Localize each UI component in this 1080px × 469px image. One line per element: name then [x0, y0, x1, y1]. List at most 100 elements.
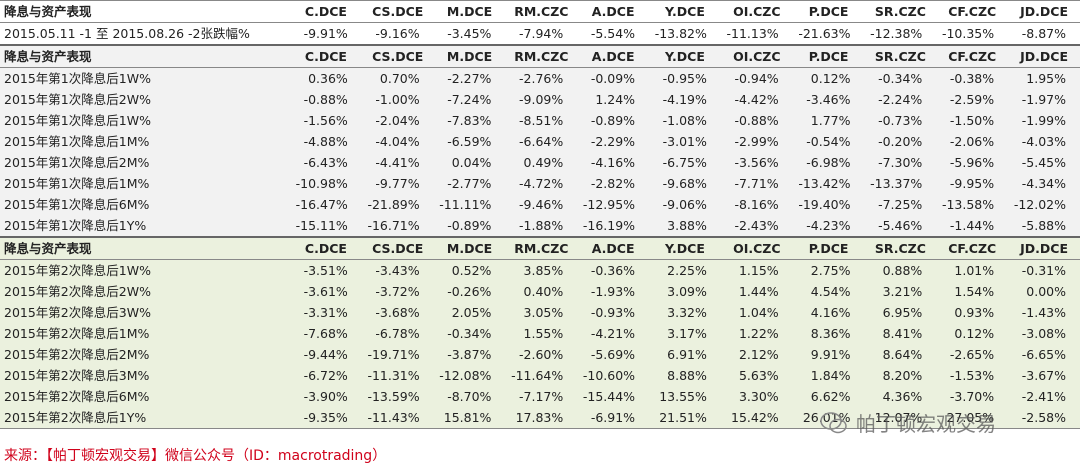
value-cell: -13.58% [941, 197, 995, 212]
header-cell: Y.DCE [665, 4, 705, 19]
value-cell: -5.69% [590, 347, 636, 362]
value-cell: 17.83% [515, 410, 564, 425]
value-cell: -1.56% [303, 113, 348, 128]
value-cell: -7.30% [878, 155, 923, 170]
value-cell: -10.98% [295, 176, 348, 191]
data-row: 2015年第2次降息后1Y% -9.35% -11.43% 15.81% 17.83% -… [0, 407, 1080, 429]
value-cell: -0.20% [878, 134, 923, 149]
row-label: 2015年第2次降息后1M% [4, 326, 150, 341]
value-cell: 27.05% [946, 410, 995, 425]
value-cell: -9.46% [519, 197, 564, 212]
value-cell: -2.29% [590, 134, 636, 149]
value-cell: -7.83% [447, 113, 492, 128]
value-cell: -2.59% [949, 92, 995, 107]
value-cell: 3.09% [667, 284, 707, 299]
data-row: 2015年第2次降息后2W% -3.61% -3.72% -0.26% 0.40% -1.… [0, 281, 1080, 302]
value-cell: -4.34% [1021, 176, 1066, 191]
value-cell: 0.40% [523, 284, 564, 299]
value-cell: -21.63% [798, 26, 851, 41]
value-cell: -2.41% [1021, 389, 1066, 404]
value-cell: -1.43% [1021, 305, 1066, 320]
source-note: 来源：【帕丁顿宏观交易】微信公众号（ID：macrotrading） [4, 448, 387, 464]
row-label: 2015年第2次降息后2W% [4, 284, 151, 299]
header-cell: P.DCE [808, 49, 849, 64]
value-cell: -0.73% [878, 113, 923, 128]
value-cell: 15.42% [731, 410, 779, 425]
row-label: 2015年第2次降息后1Y% [4, 410, 147, 425]
value-cell: -8.16% [734, 197, 779, 212]
value-cell: -4.72% [519, 176, 564, 191]
value-cell: -3.56% [734, 155, 779, 170]
row-label: 2015年第1次降息后1W% [4, 71, 151, 86]
value-cell: 8.36% [810, 326, 851, 341]
value-cell: -0.09% [590, 71, 636, 86]
value-cell: -19.40% [798, 197, 851, 212]
value-cell: 2.12% [738, 347, 779, 362]
value-cell: 3.17% [667, 326, 707, 341]
value-cell: 26.01% [802, 410, 851, 425]
value-cell: -13.42% [798, 176, 851, 191]
data-row: 2015.05.11 -1 至 2015.08.26 -2张跌幅% -9.91% -… [0, 23, 1080, 46]
value-cell: 2.25% [667, 263, 707, 278]
value-cell: -7.71% [734, 176, 779, 191]
value-cell: 0.93% [954, 305, 995, 320]
watermark-text: 帕丁顿宏观交易 [856, 412, 996, 436]
value-cell: -3.90% [303, 389, 348, 404]
value-cell: -15.44% [582, 389, 636, 404]
value-cell: 21.51% [659, 410, 707, 425]
header-cell: JD.DCE [1020, 241, 1068, 256]
value-cell: 0.04% [451, 155, 492, 170]
value-cell: 8.20% [882, 368, 923, 383]
header-cell: OI.CZC [733, 4, 781, 19]
value-cell: -1.44% [949, 218, 995, 233]
table-section: 降息与资产表现 C.DCE CS.DCE M.DCE RM.CZC A.DCE Y.DCE O… [0, 0, 1080, 46]
value-cell: -6.98% [806, 155, 851, 170]
data-row: 2015年第1次降息后1W% 0.36% 0.70% -2.27% -2.76% -0.0… [0, 68, 1080, 90]
value-cell: 5.63% [738, 368, 779, 383]
value-cell: 3.30% [738, 389, 779, 404]
value-cell: -3.08% [1021, 326, 1066, 341]
value-cell: -5.96% [949, 155, 995, 170]
header-cell: C.DCE [304, 49, 347, 64]
value-cell: -0.88% [303, 92, 348, 107]
row-label: 2015年第1次降息后2W% [4, 92, 151, 107]
value-cell: 1.22% [738, 326, 779, 341]
value-cell: -7.68% [303, 326, 348, 341]
header-cell: CS.DCE [372, 4, 424, 19]
value-cell: -3.61% [303, 284, 348, 299]
value-cell: -4.19% [662, 92, 707, 107]
value-cell: 0.88% [882, 263, 923, 278]
value-cell: -6.72% [303, 368, 348, 383]
value-cell: -0.34% [878, 71, 923, 86]
value-cell: 3.32% [667, 305, 707, 320]
value-cell: -2.58% [1021, 410, 1066, 425]
value-cell: -21.89% [367, 197, 420, 212]
data-row: 2015年第1次降息后1M% -4.88% -4.04% -6.59% -6.64% -2… [0, 131, 1080, 152]
data-table: 降息与资产表现 C.DCE CS.DCE M.DCE RM.CZC A.DCE Y.DCE O… [0, 0, 1080, 429]
value-cell: -11.64% [511, 368, 564, 383]
value-cell: -0.94% [734, 71, 779, 86]
value-cell: 8.41% [882, 326, 923, 341]
row-label: 2015年第2次降息后1W% [4, 263, 151, 278]
value-cell: 1.55% [523, 326, 564, 341]
value-cell: -9.09% [519, 92, 564, 107]
value-cell: 4.16% [810, 305, 851, 320]
value-cell: -4.42% [734, 92, 779, 107]
value-cell: -9.35% [303, 410, 348, 425]
value-cell: -8.51% [519, 113, 564, 128]
value-cell: 0.36% [308, 71, 348, 86]
header-cell: OI.CZC [733, 241, 781, 256]
header-cell: OI.CZC [733, 49, 781, 64]
data-row: 2015年第1次降息后1Y% -15.11% -16.71% -0.89% -1.88%… [0, 215, 1080, 237]
value-cell: -10.60% [582, 368, 636, 383]
value-cell: -8.87% [1021, 26, 1066, 41]
value-cell: -11.31% [367, 368, 420, 383]
header-row: 降息与资产表现 C.DCE CS.DCE M.DCE RM.CZC A.DCE Y.DCE O… [0, 45, 1080, 68]
value-cell: -11.43% [367, 410, 420, 425]
value-cell: -4.88% [303, 134, 348, 149]
row-label: 2015.05.11 -1 至 2015.08.26 -2张跌幅% [4, 26, 250, 41]
value-cell: 15.81% [443, 410, 492, 425]
value-cell: -8.70% [447, 389, 492, 404]
value-cell: -6.75% [662, 155, 707, 170]
header-cell: RM.CZC [514, 49, 569, 64]
